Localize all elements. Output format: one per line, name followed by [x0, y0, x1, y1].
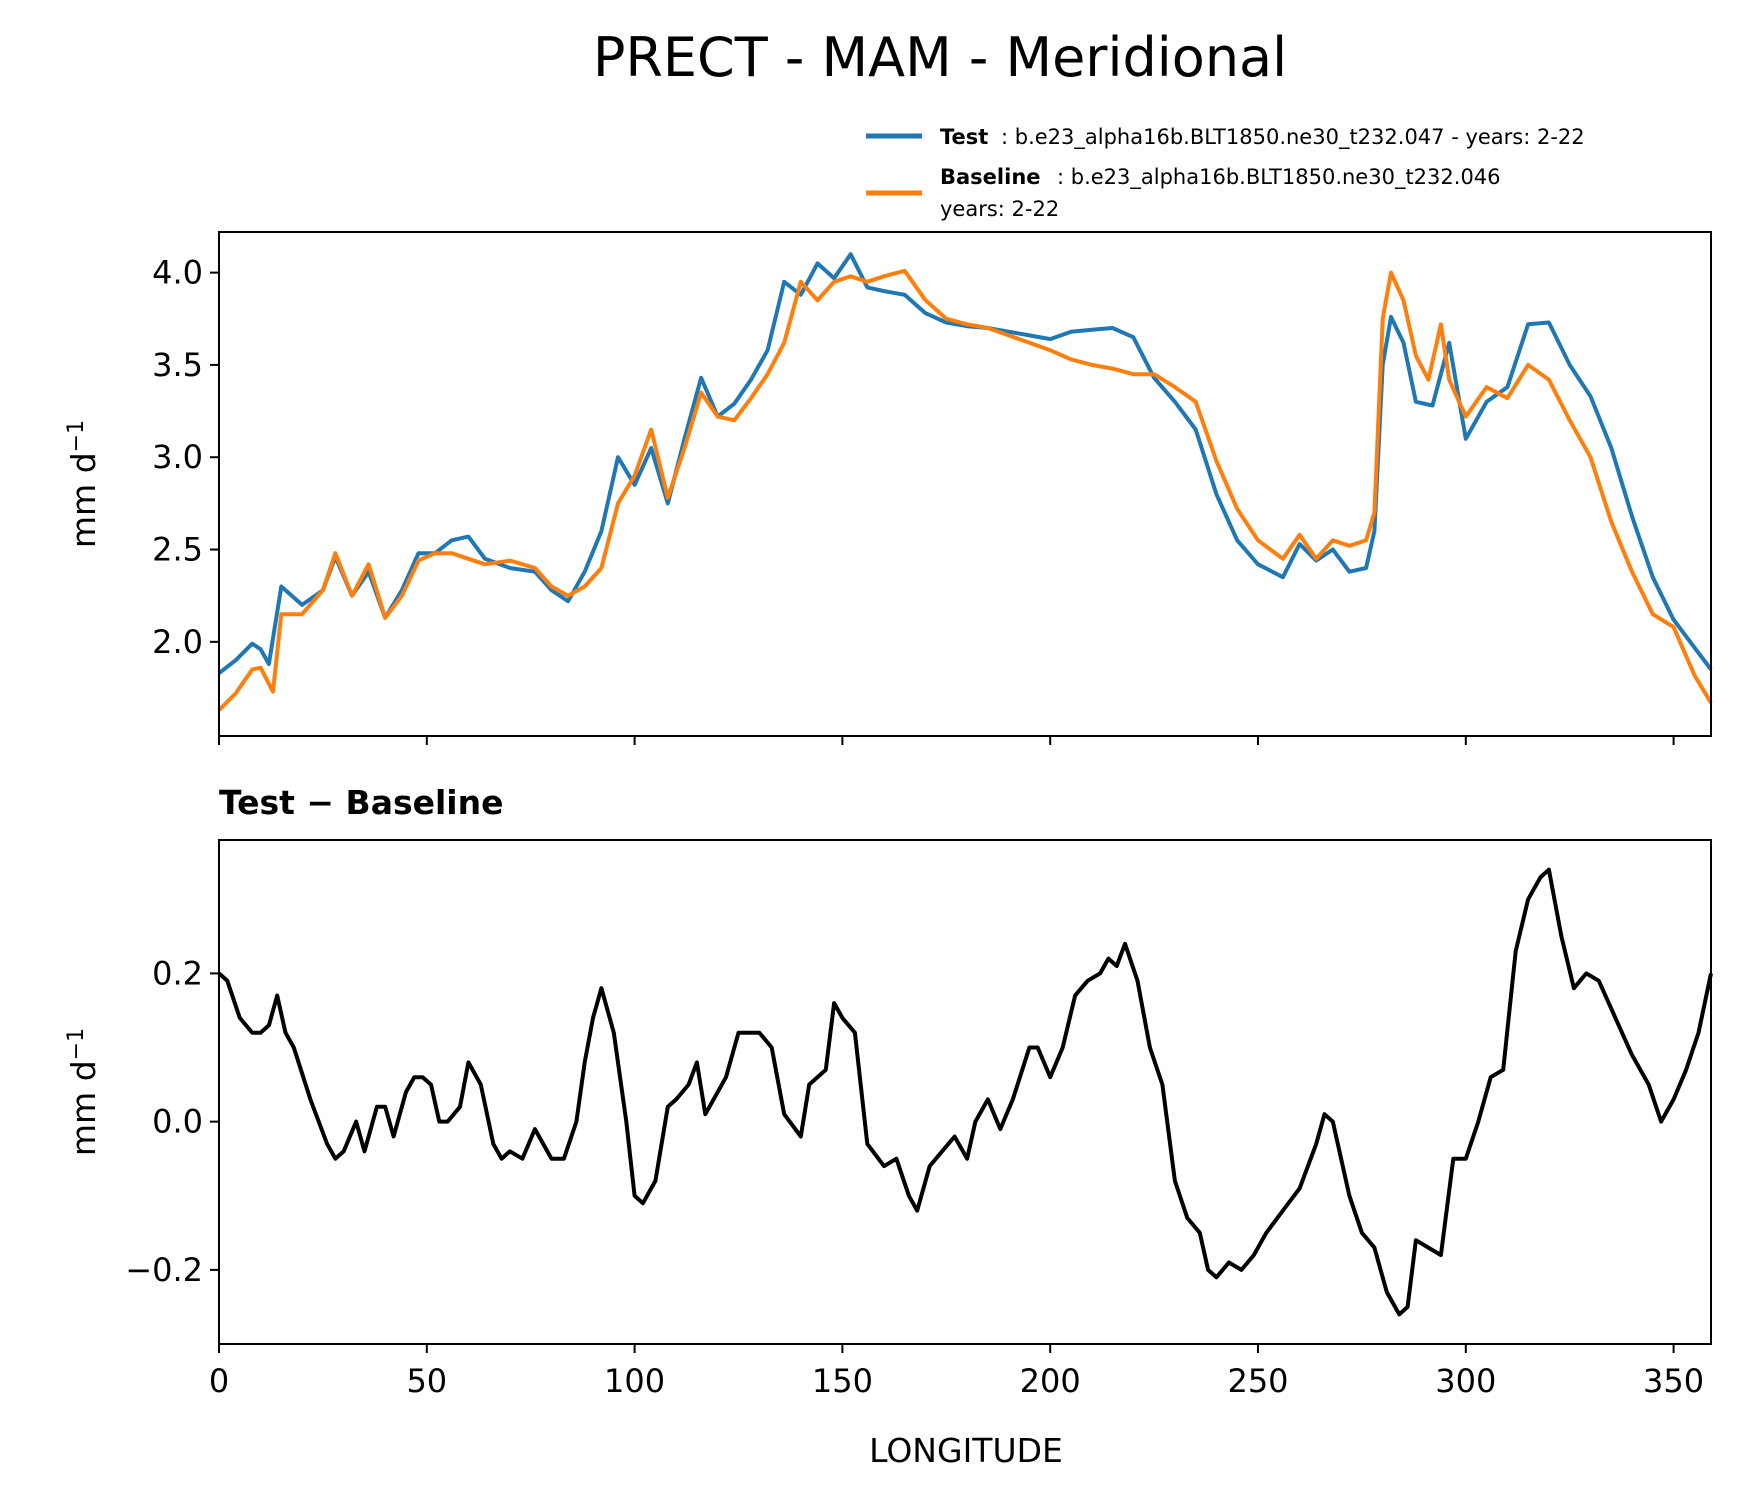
legend-test-name: Test	[940, 125, 988, 149]
bottom-panel-title: Test − Baseline	[219, 783, 504, 822]
series-line-test	[217, 252, 1713, 675]
y-tick-label: 3.0	[152, 438, 203, 476]
y-tick-label: 0.0	[152, 1103, 203, 1141]
bottom-panel: Test − Baseline −0.2 0.0 0.2 0 50 100 150 200 2…	[64, 783, 1713, 1470]
x-tick-label: 350	[1643, 1362, 1704, 1400]
x-axis-label: LONGITUDE	[869, 1431, 1063, 1470]
bottom-y-ticks: −0.2 0.0 0.2	[125, 954, 219, 1289]
top-x-ticks	[218, 736, 1675, 745]
y-tick-label: 0.2	[152, 954, 203, 992]
x-tick-label: 50	[406, 1362, 447, 1400]
x-tick-label: 150	[812, 1362, 873, 1400]
legend: Test : b.e23_alpha16b.BLT1850.ne30_t232.…	[866, 125, 1585, 221]
x-tick-label: 0	[209, 1362, 229, 1400]
series-line-test-baseline	[217, 867, 1713, 1317]
bottom-series-group	[217, 867, 1713, 1317]
x-tick-label: 100	[604, 1362, 665, 1400]
top-panel: 2.0 2.5 3.0 3.5 4.0 mm d−1	[64, 231, 1713, 745]
legend-baseline-desc: : b.e23_alpha16b.BLT1850.ne30_t232.046	[1057, 165, 1501, 190]
y-tick-label: −0.2	[125, 1251, 203, 1289]
legend-test-desc: : b.e23_alpha16b.BLT1850.ne30_t232.047 -…	[1001, 125, 1585, 150]
legend-baseline-name: Baseline	[940, 165, 1041, 189]
chart-title: PRECT - MAM - Meridional	[593, 26, 1287, 89]
x-tick-label: 300	[1435, 1362, 1496, 1400]
top-axes-frame	[218, 231, 1712, 737]
top-series-group	[217, 252, 1713, 712]
series-line-baseline	[217, 268, 1713, 712]
bottom-y-axis-label: mm d−1	[64, 1028, 104, 1156]
bottom-x-ticks: 0 50 100 150 200 250 300 350	[209, 1344, 1704, 1400]
x-tick-label: 250	[1227, 1362, 1288, 1400]
y-tick-label: 3.5	[152, 346, 203, 384]
bottom-axes-frame	[218, 839, 1712, 1345]
y-tick-label: 4.0	[152, 254, 203, 292]
top-y-axis-label: mm d−1	[64, 420, 104, 548]
legend-baseline-desc-2: years: 2-22	[940, 197, 1059, 221]
y-tick-label: 2.0	[152, 623, 203, 661]
top-y-ticks: 2.0 2.5 3.0 3.5 4.0	[152, 254, 219, 661]
y-tick-label: 2.5	[152, 531, 203, 569]
x-tick-label: 200	[1020, 1362, 1081, 1400]
